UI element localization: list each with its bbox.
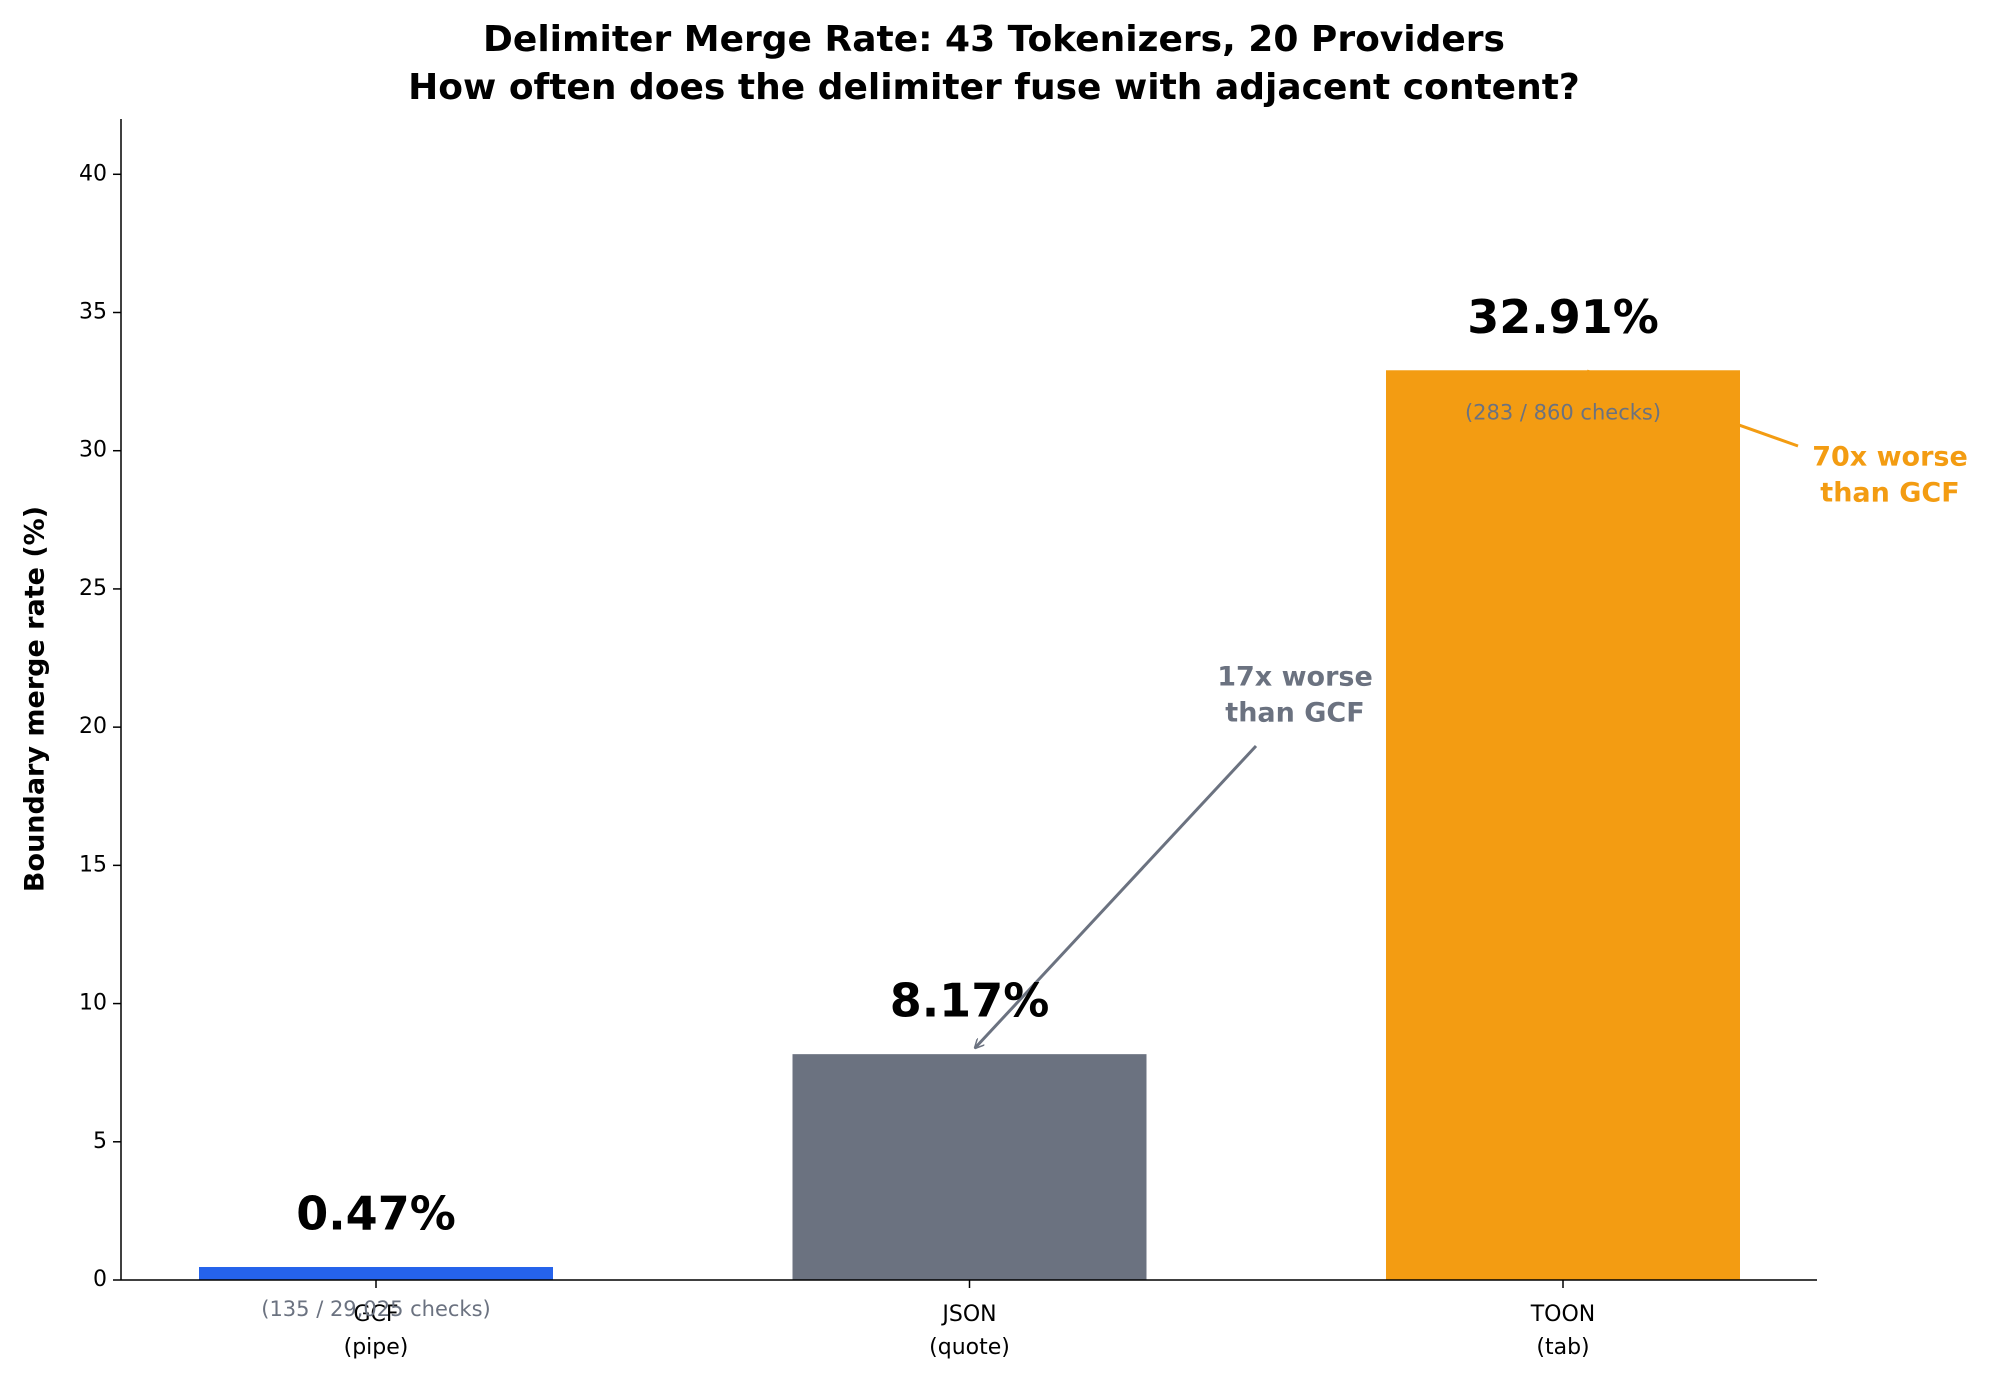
annotation-text: than GCF (1225, 698, 1364, 729)
y-tick-label: 30 (79, 438, 107, 463)
bar (1386, 370, 1740, 1280)
y-tick-label: 35 (79, 300, 107, 325)
bar (199, 1267, 553, 1280)
value-label: 8.17% (890, 974, 1050, 1028)
x-tick-label: (tab) (1536, 1335, 1589, 1360)
annotation-text: 17x worse (1217, 662, 1373, 693)
y-tick-label: 20 (79, 714, 107, 739)
y-tick-label: 0 (93, 1267, 107, 1292)
value-label: 0.47% (296, 1187, 456, 1241)
chart-title: Delimiter Merge Rate: 43 Tokenizers, 20 … (483, 19, 1505, 60)
annotation-text: than GCF (1820, 478, 1959, 509)
annotation-text: 70x worse (1812, 442, 1968, 473)
y-tick-label: 15 (79, 852, 107, 877)
annotation-arrow (975, 744, 1258, 1048)
x-tick-label: GCF (353, 1302, 398, 1327)
x-tick-label: JSON (940, 1302, 996, 1327)
value-label: 32.91% (1467, 290, 1659, 344)
bar (792, 1054, 1147, 1280)
x-tick-label: (pipe) (344, 1335, 409, 1360)
check-label: (283 / 860 checks) (1465, 400, 1661, 424)
y-axis-label: Boundary merge rate (%) (20, 506, 51, 892)
chart-subtitle: How often does the delimiter fuse with a… (408, 67, 1580, 108)
y-tick-label: 40 (79, 161, 107, 186)
y-tick-label: 25 (79, 576, 107, 601)
y-tick-label: 5 (93, 1129, 107, 1154)
x-tick-label: TOON (1530, 1302, 1596, 1327)
x-tick-label: (quote) (929, 1335, 1010, 1360)
check-label: (135 / 29,025 checks) (261, 1297, 490, 1321)
y-tick-label: 10 (79, 991, 107, 1016)
